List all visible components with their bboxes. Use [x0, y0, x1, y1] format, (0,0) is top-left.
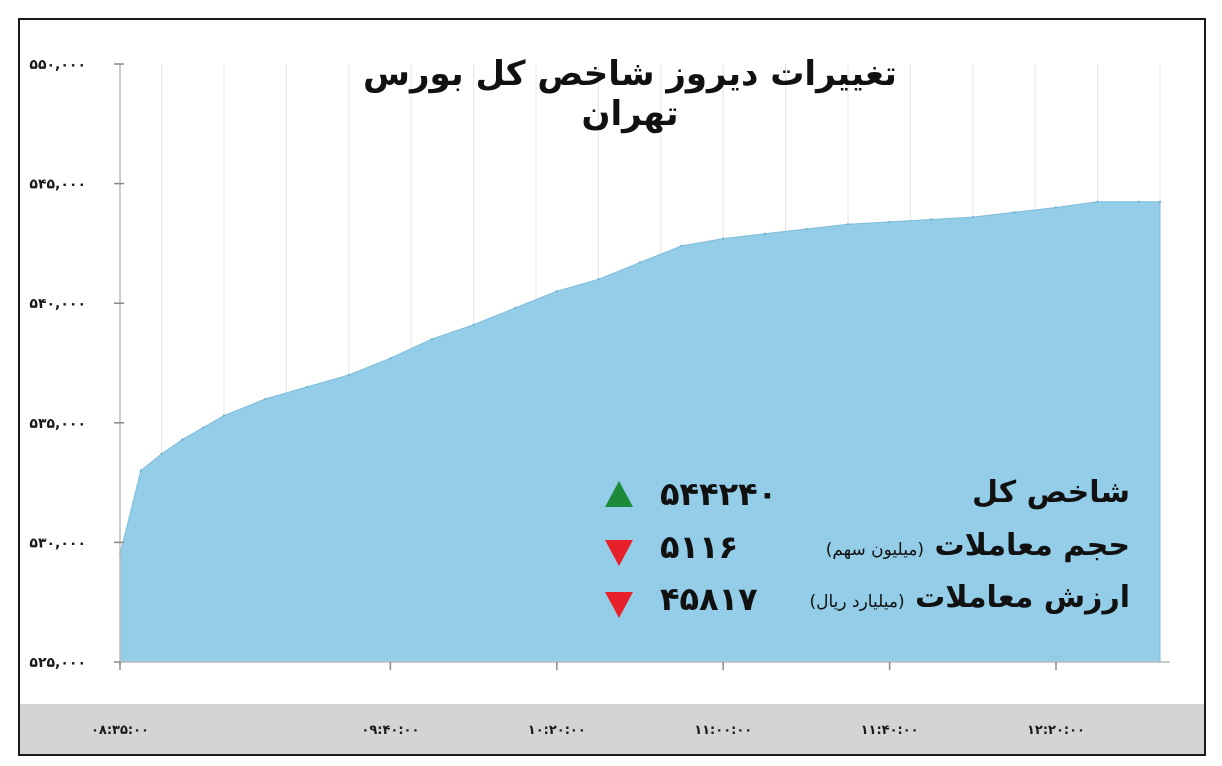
stat-label-index: شاخص کل — [972, 475, 1130, 510]
stat-row-value: ۴۵۸۱۷ ارزش معاملات (میلیارد ریال) — [605, 580, 1130, 628]
stat-label-text: حجم معاملات — [934, 528, 1130, 563]
data-point — [555, 290, 558, 293]
y-tick-label: ۵۳۵,۰۰۰ — [29, 416, 86, 432]
x-tick-label: ۱۰:۲۰:۰۰ — [528, 723, 586, 738]
data-point — [1138, 200, 1141, 203]
data-point — [1054, 206, 1058, 209]
data-point — [638, 261, 642, 264]
chart-title: تغییرات دیروز شاخص کل بورس تهران — [363, 54, 897, 134]
series-area — [119, 201, 1161, 663]
data-point — [202, 426, 205, 429]
data-point — [181, 438, 184, 441]
x-tick-label: ۱۱:۰۰:۰۰ — [694, 723, 752, 738]
down-arrow-icon — [605, 592, 633, 618]
data-point — [1158, 200, 1162, 203]
data-point — [680, 244, 683, 247]
stat-label-text: ارزش معاملات — [915, 580, 1130, 615]
x-axis-band — [20, 704, 1204, 754]
data-point — [430, 337, 434, 341]
stat-row-volume: ۵۱۱۶ حجم معاملات (میلیون سهم) — [605, 528, 1130, 576]
stat-value-index: ۵۴۴۲۴۰ — [660, 475, 778, 513]
data-point — [888, 220, 891, 224]
data-point — [222, 414, 226, 417]
stat-label-value: ارزش معاملات (میلیارد ریال) — [810, 580, 1130, 615]
data-point — [971, 215, 974, 219]
data-point — [1096, 200, 1099, 203]
data-point — [805, 227, 808, 231]
y-tick-label: ۵۴۰,۰۰۰ — [29, 296, 86, 312]
stat-label-unit: (میلیارد ریال) — [809, 592, 905, 612]
data-point — [597, 278, 600, 281]
chart-frame: ۵۲۵,۰۰۰ ۵۳۰,۰۰۰ ۵۳۵,۰۰۰ ۵۴۰,۰۰۰ ۵۴۵,۰۰۰ ۵۵۰,۰… — [18, 18, 1206, 756]
down-arrow-icon — [605, 540, 633, 566]
x-tick-label: ۰۸:۳۵:۰۰ — [91, 723, 149, 738]
stat-label-text: شاخص کل — [972, 475, 1130, 510]
data-point — [930, 218, 933, 221]
data-point — [306, 385, 309, 389]
stat-label-unit: (میلیون سهم) — [825, 540, 925, 560]
up-arrow-icon — [605, 481, 633, 507]
stat-value-volume: ۵۱۱۶ — [660, 528, 739, 566]
data-point — [514, 306, 517, 310]
x-tick-label: ۱۲:۲۰:۰۰ — [1027, 723, 1085, 738]
y-tick-label: ۵۲۵,۰۰۰ — [29, 655, 86, 671]
data-point — [139, 469, 142, 472]
data-point — [264, 397, 267, 401]
x-tick-label: ۱۱:۴۰:۰۰ — [861, 723, 919, 738]
area-chart: ۵۲۵,۰۰۰ ۵۳۰,۰۰۰ ۵۳۵,۰۰۰ ۵۴۰,۰۰۰ ۵۴۵,۰۰۰ ۵۵۰,۰… — [20, 57, 1204, 754]
data-point — [1013, 211, 1016, 214]
y-tick-label: ۵۵۰,۰۰۰ — [29, 57, 86, 73]
data-point — [846, 223, 850, 226]
data-point — [389, 357, 392, 360]
data-point — [763, 232, 766, 235]
data-point — [472, 323, 475, 326]
data-point — [722, 237, 725, 240]
y-tick-label: ۵۴۵,۰۰۰ — [29, 177, 86, 193]
stat-label-volume: حجم معاملات (میلیون سهم) — [826, 528, 1130, 563]
y-tick-label: ۵۳۰,۰۰۰ — [29, 535, 86, 551]
data-point — [160, 452, 163, 456]
stat-value-value: ۴۵۸۱۷ — [660, 580, 758, 618]
data-point — [347, 373, 350, 377]
stat-row-index: ۵۴۴۲۴۰ شاخص کل — [605, 475, 1130, 523]
x-tick-label: ۰۹:۴۰:۰۰ — [361, 723, 419, 738]
